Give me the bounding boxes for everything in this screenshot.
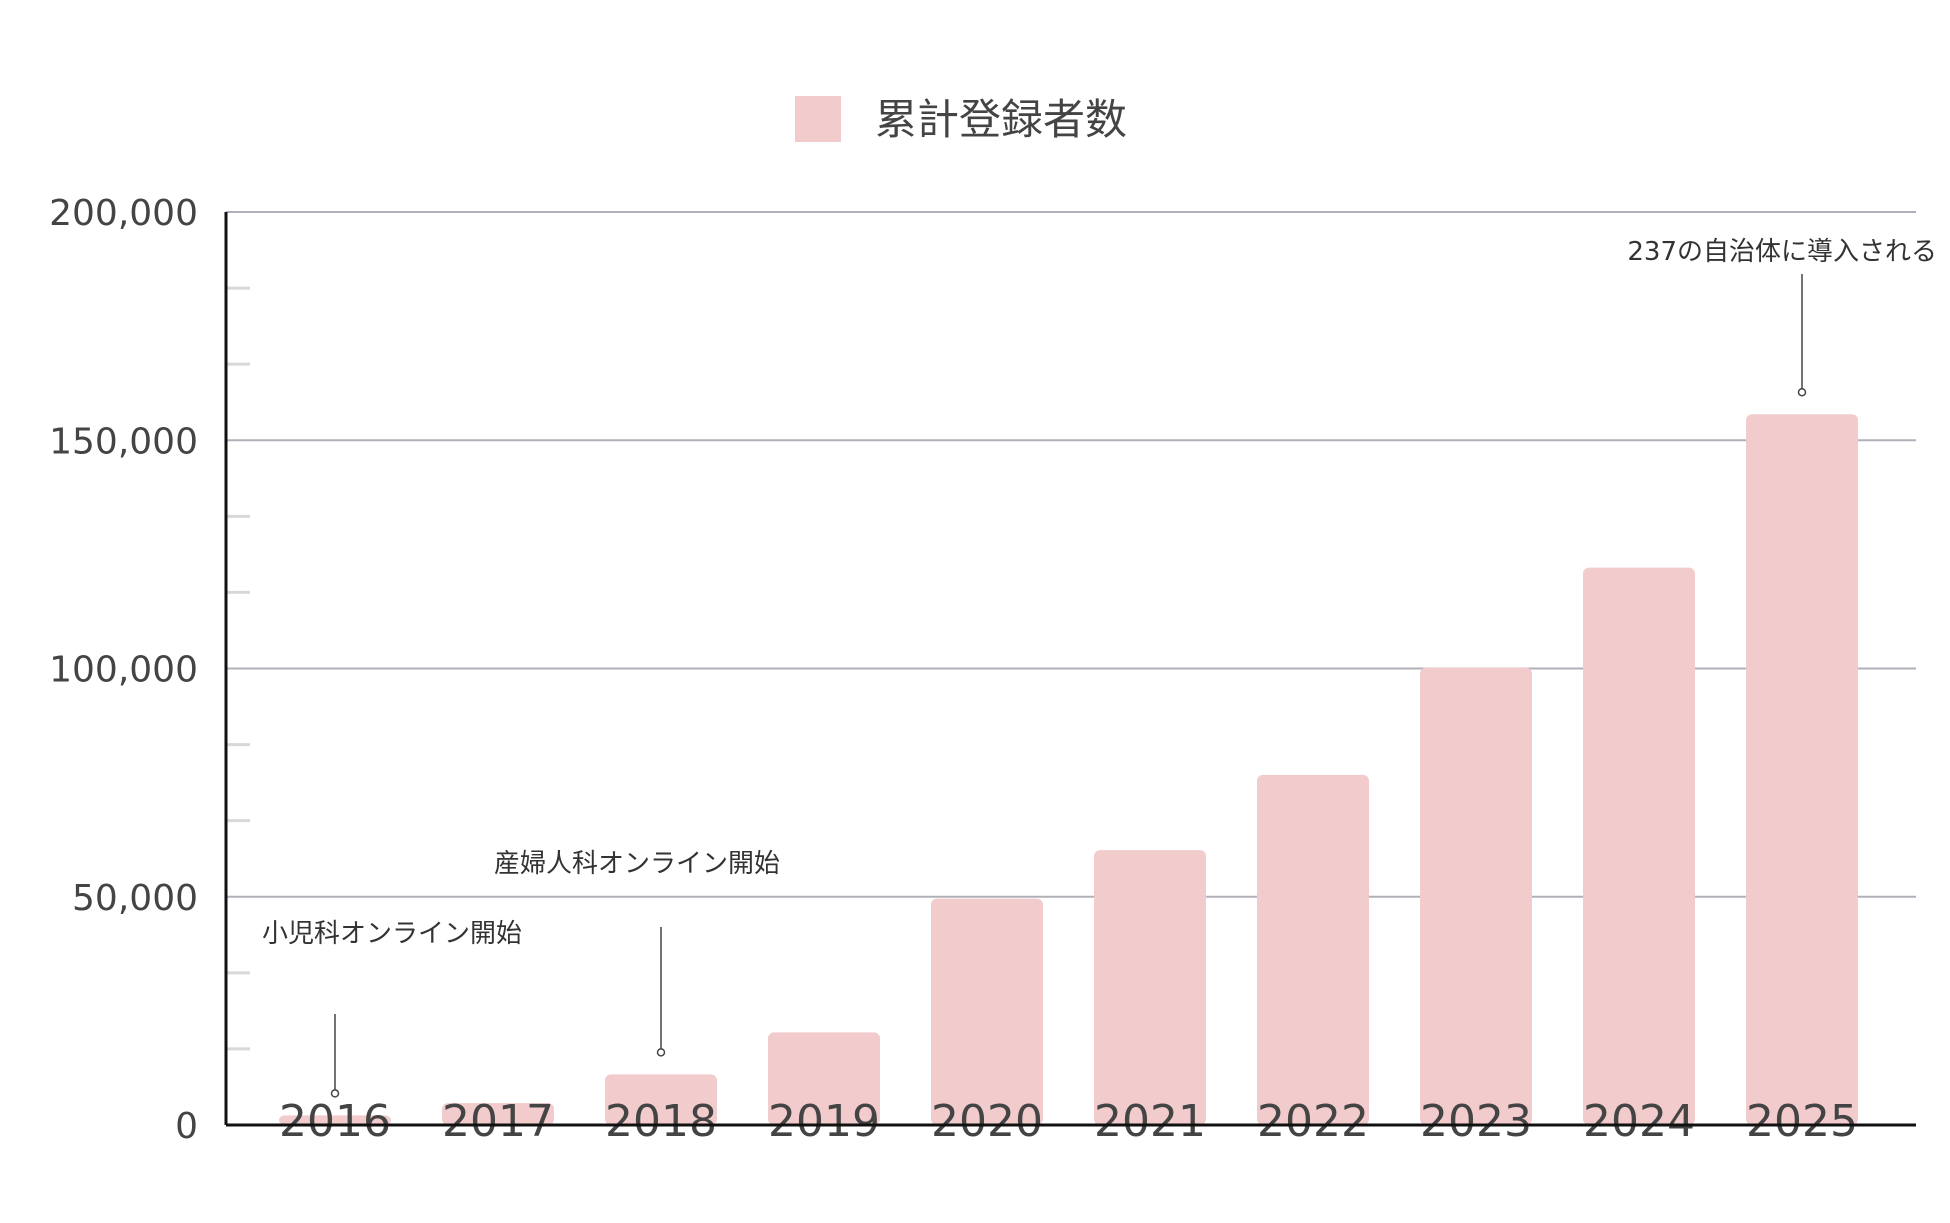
bar-2019 (768, 1032, 880, 1125)
legend: 累計登録者数 (795, 95, 1127, 144)
annotation-text: 小児科オンライン開始 (262, 919, 522, 949)
annotation-marker (1797, 387, 1807, 397)
annotation-text: 産婦人科オンライン開始 (494, 849, 780, 879)
x-tick-label: 2018 (605, 1096, 717, 1147)
y-tick-label: 100,000 (49, 650, 198, 691)
x-tick-label: 2020 (931, 1096, 1043, 1147)
bar-2018 (605, 1074, 717, 1125)
annotation-bg (474, 838, 809, 884)
y-tick-label: 50,000 (72, 878, 198, 919)
legend-label: 累計登録者数 (875, 95, 1127, 144)
annotation-marker (330, 1089, 340, 1098)
x-tick-label: 2017 (442, 1096, 554, 1147)
bar-2025 (1746, 414, 1858, 1125)
y-tick-label: 0 (175, 1106, 198, 1147)
bar-2022 (1257, 774, 1369, 1125)
bar-2023 (1420, 667, 1532, 1125)
y-tick-label: 150,000 (49, 421, 198, 462)
bar-2021 (1094, 850, 1206, 1125)
bar-2016 (279, 1115, 391, 1125)
annotation-marker (656, 1048, 666, 1057)
annotations: 小児科オンライン開始 産婦人科オンライン開始 237の自治体に導入される (262, 237, 1937, 1098)
bar-2024 (1583, 567, 1695, 1125)
axes: 0 50,000 100,000 150,000 200,000 2016 2017 2018… (49, 193, 1916, 1147)
bar-2017 (442, 1103, 554, 1125)
bar-2020 (931, 898, 1043, 1125)
annotation-text: 237の自治体に導入される (1627, 237, 1937, 267)
x-tick-label: 2019 (768, 1096, 880, 1147)
bars (279, 414, 1858, 1125)
x-tick-label: 2024 (1583, 1096, 1695, 1147)
legend-swatch (795, 96, 841, 142)
x-tick-label: 2021 (1094, 1096, 1206, 1147)
y-tick-label: 200,000 (49, 193, 198, 234)
x-tick-label: 2022 (1257, 1096, 1369, 1147)
x-tick-label: 2025 (1746, 1096, 1858, 1147)
x-tick-label: 2023 (1420, 1096, 1532, 1147)
x-tick-label: 2016 (279, 1096, 391, 1147)
